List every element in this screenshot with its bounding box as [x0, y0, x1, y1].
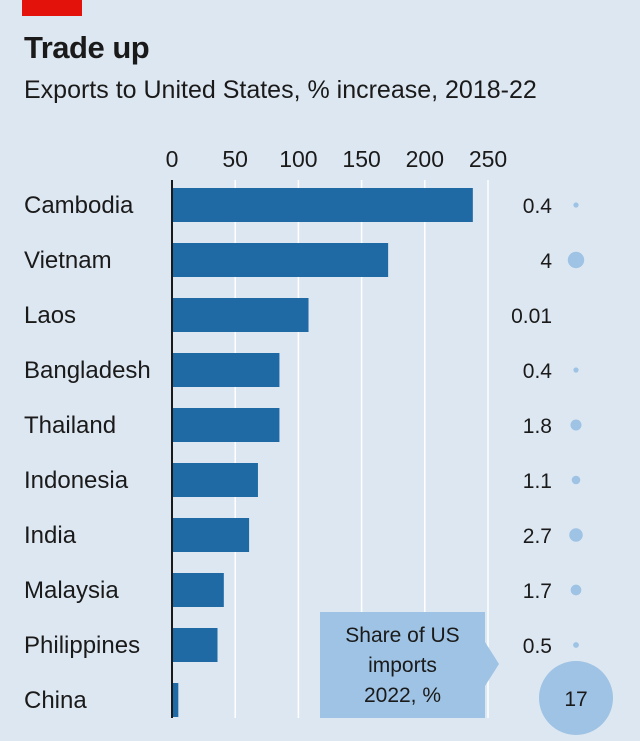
- bar-china: [172, 683, 179, 717]
- callout-label: Share of US: [345, 624, 459, 647]
- bar-cambodia: [172, 188, 473, 222]
- share-value-label: 0.4: [523, 360, 553, 383]
- x-tick-label: 200: [406, 146, 444, 172]
- bar-bangladesh: [172, 353, 280, 387]
- callout-label: imports: [368, 654, 437, 677]
- share-value-label: 17: [564, 688, 587, 711]
- share-value-label: 0.4: [523, 195, 553, 218]
- bar-india: [172, 518, 250, 552]
- share-bubble: [570, 584, 582, 596]
- bar-laos: [172, 298, 309, 332]
- share-value-label: 1.7: [523, 580, 552, 603]
- share-bubble: [570, 419, 582, 431]
- bar-indonesia: [172, 463, 258, 497]
- x-tick-label: 100: [279, 146, 317, 172]
- share-value-label: 0.01: [511, 305, 552, 328]
- share-value-label: 4: [540, 250, 552, 273]
- share-bubble: [573, 642, 579, 648]
- x-tick-label: 150: [342, 146, 380, 172]
- chart-title: Trade up: [24, 30, 150, 65]
- share-bubble: [567, 251, 585, 269]
- category-label: Indonesia: [24, 467, 129, 494]
- brand-tag: [22, 0, 82, 16]
- bar-philippines: [172, 628, 218, 662]
- callout-box: [320, 612, 499, 718]
- category-label: Philippines: [24, 632, 140, 659]
- category-label: Laos: [24, 302, 76, 329]
- share-bubble: [573, 202, 579, 208]
- bar-thailand: [172, 408, 280, 442]
- category-label: India: [24, 522, 77, 549]
- category-label: Vietnam: [24, 247, 112, 274]
- share-value-label: 1.1: [523, 470, 552, 493]
- share-bubble: [569, 528, 583, 542]
- category-label: Bangladesh: [24, 357, 151, 384]
- x-tick-label: 50: [222, 146, 248, 172]
- chart-subtitle: Exports to United States, % increase, 20…: [24, 76, 537, 104]
- callout-label: 2022, %: [364, 684, 441, 707]
- x-tick-label: 0: [166, 146, 179, 172]
- share-bubble-china: [539, 661, 613, 735]
- share-value-label: 0.5: [523, 635, 552, 658]
- bar-vietnam: [172, 243, 389, 277]
- category-label: Cambodia: [24, 192, 134, 219]
- share-value-label: 1.8: [523, 415, 552, 438]
- share-bubble: [571, 475, 581, 485]
- category-label: China: [24, 687, 87, 714]
- category-label: Malaysia: [24, 577, 119, 604]
- x-tick-label: 250: [469, 146, 507, 172]
- share-value-label: 2.7: [523, 525, 552, 548]
- bar-malaysia: [172, 573, 224, 607]
- category-label: Thailand: [24, 412, 116, 439]
- share-bubble: [573, 367, 579, 373]
